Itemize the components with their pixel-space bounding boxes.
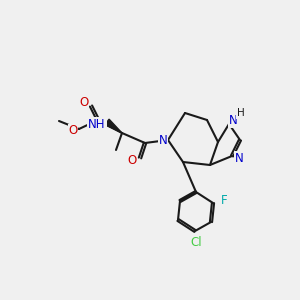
Text: N: N xyxy=(229,115,237,128)
Text: NH: NH xyxy=(88,118,106,130)
Text: N: N xyxy=(235,152,243,164)
Text: Cl: Cl xyxy=(190,236,202,250)
Text: N: N xyxy=(159,134,167,146)
Text: H: H xyxy=(237,108,245,118)
Text: O: O xyxy=(68,124,78,137)
Polygon shape xyxy=(105,119,122,133)
Text: F: F xyxy=(221,194,227,208)
Text: O: O xyxy=(80,97,88,110)
Text: O: O xyxy=(128,154,136,167)
